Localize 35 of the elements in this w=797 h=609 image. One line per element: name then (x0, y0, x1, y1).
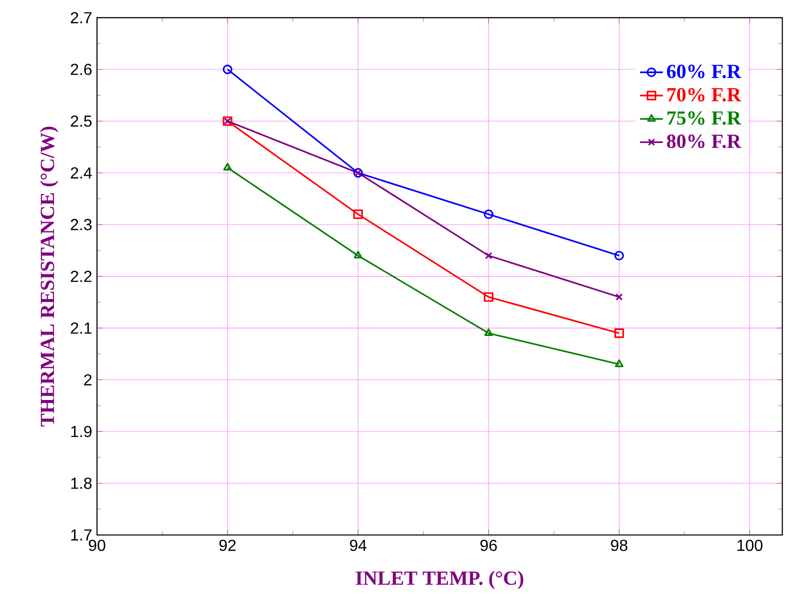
x-tick-label: 98 (611, 540, 628, 552)
point (223, 162, 232, 170)
y-tick-label: 1.8 (71, 478, 92, 489)
point (614, 250, 624, 260)
point (354, 250, 362, 258)
point (353, 209, 363, 220)
point (222, 64, 232, 74)
point (614, 328, 624, 338)
x-axis-title: INLET TEMP. (°C) (356, 570, 524, 589)
x-tick-label: 92 (219, 540, 236, 552)
y-tick-label: 2.3 (70, 218, 92, 230)
point (484, 328, 493, 336)
y-tick-label: 2 (84, 374, 92, 386)
x-tick-label: 90 (88, 540, 106, 552)
x-tick-label: 96 (480, 540, 497, 552)
y-tick-label: 2.7 (70, 12, 92, 24)
y-tick-label: 1.7 (71, 529, 92, 540)
point (484, 252, 492, 260)
y-tick-label: 2.2 (70, 270, 92, 282)
point (484, 209, 494, 220)
point (616, 293, 623, 301)
y-tick-label: 2.6 (70, 64, 92, 76)
legend-label: 70% F.R (667, 88, 742, 102)
legend-label: 75% F.R (667, 111, 742, 125)
x-tick-label: 94 (350, 540, 367, 552)
legend-label: 60% F.R (667, 64, 742, 78)
point (614, 359, 624, 368)
y-tick-label: 2.4 (70, 167, 92, 178)
legend-label: 80% F.R (666, 134, 742, 148)
y-tick-label: 2.5 (70, 115, 92, 127)
y-axis-title: THERMAL RESISTANCE (°C/W) (40, 126, 58, 427)
y-tick-label: 2.1 (70, 322, 92, 334)
point (484, 292, 494, 302)
x-tick-label: 100 (738, 540, 762, 552)
y-tick-label: 1.9 (71, 426, 92, 438)
